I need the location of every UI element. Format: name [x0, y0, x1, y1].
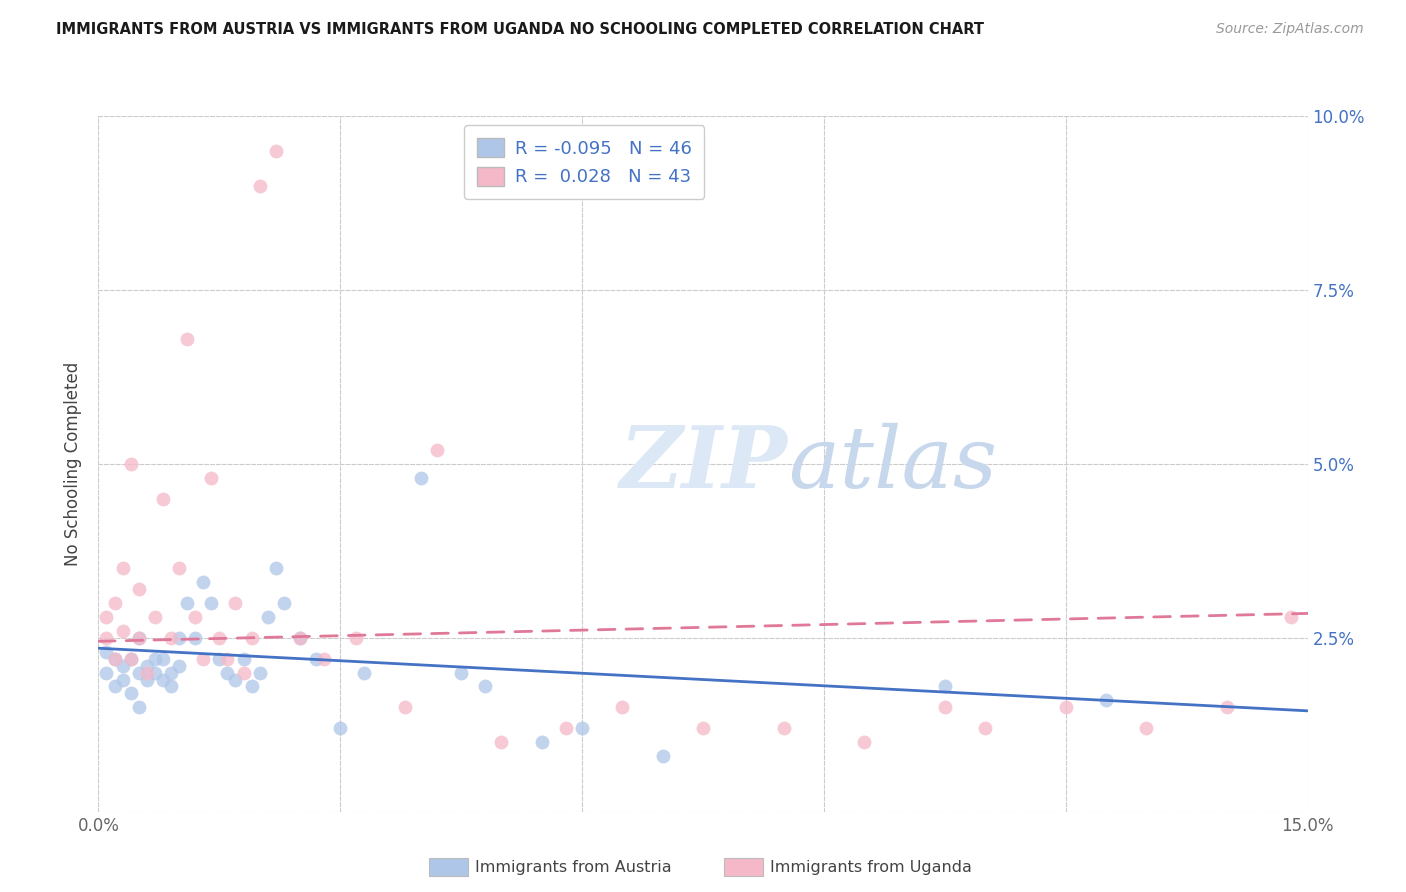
Point — [184, 610, 207, 624]
Text: atlas: atlas — [787, 423, 997, 505]
Point — [353, 665, 375, 680]
Point — [111, 624, 134, 638]
Point — [224, 596, 246, 610]
Point — [288, 631, 311, 645]
Point — [232, 651, 254, 665]
Point — [305, 651, 328, 665]
Point — [692, 721, 714, 735]
Point — [273, 596, 295, 610]
Point — [176, 596, 198, 610]
Point — [208, 651, 231, 665]
Point — [200, 471, 222, 485]
Point — [120, 686, 142, 700]
Point — [491, 735, 513, 749]
Point — [128, 665, 150, 680]
Point — [934, 680, 956, 694]
Point — [167, 631, 190, 645]
Point — [111, 673, 134, 687]
Point — [217, 665, 239, 680]
Point — [1135, 721, 1157, 735]
Point — [1054, 700, 1077, 714]
Text: Immigrants from Uganda: Immigrants from Uganda — [770, 860, 973, 874]
Point — [167, 658, 190, 673]
Point — [96, 665, 118, 680]
Point — [530, 735, 553, 749]
Point — [135, 658, 157, 673]
Point — [224, 673, 246, 687]
Point — [264, 561, 287, 575]
Point — [103, 596, 125, 610]
Point — [111, 561, 134, 575]
Point — [96, 645, 118, 659]
Point — [128, 631, 150, 645]
Point — [772, 721, 794, 735]
Point — [1216, 700, 1239, 714]
Point — [128, 631, 150, 645]
Point — [934, 700, 956, 714]
Point — [103, 680, 125, 694]
Point — [160, 665, 183, 680]
Point — [329, 721, 352, 735]
Point — [103, 651, 125, 665]
Point — [256, 610, 278, 624]
Point — [143, 665, 166, 680]
Point — [135, 673, 157, 687]
Point — [184, 631, 207, 645]
Point — [160, 680, 183, 694]
Point — [394, 700, 416, 714]
Point — [200, 596, 222, 610]
Legend: R = -0.095   N = 46, R =  0.028   N = 43: R = -0.095 N = 46, R = 0.028 N = 43 — [464, 125, 704, 199]
Y-axis label: No Schooling Completed: No Schooling Completed — [65, 362, 83, 566]
Point — [128, 582, 150, 596]
Point — [128, 700, 150, 714]
Point — [152, 651, 174, 665]
Point — [426, 442, 449, 457]
Point — [409, 471, 432, 485]
Point — [111, 658, 134, 673]
Point — [249, 178, 271, 193]
Point — [1281, 610, 1303, 624]
Point — [96, 610, 118, 624]
Point — [555, 721, 578, 735]
Point — [314, 651, 336, 665]
Point — [176, 332, 198, 346]
Point — [232, 665, 254, 680]
Point — [249, 665, 271, 680]
Point — [974, 721, 997, 735]
Point — [160, 631, 183, 645]
Text: IMMIGRANTS FROM AUSTRIA VS IMMIGRANTS FROM UGANDA NO SCHOOLING COMPLETED CORRELA: IMMIGRANTS FROM AUSTRIA VS IMMIGRANTS FR… — [56, 22, 984, 37]
Point — [120, 651, 142, 665]
Text: Immigrants from Austria: Immigrants from Austria — [475, 860, 672, 874]
Point — [651, 749, 673, 764]
Point — [120, 457, 142, 471]
Point — [612, 700, 634, 714]
Point — [143, 651, 166, 665]
Point — [135, 665, 157, 680]
Point — [240, 680, 263, 694]
Point — [152, 491, 174, 506]
Point — [208, 631, 231, 645]
Point — [193, 575, 215, 590]
Point — [152, 673, 174, 687]
Point — [264, 144, 287, 158]
Point — [474, 680, 496, 694]
Point — [103, 651, 125, 665]
Text: Source: ZipAtlas.com: Source: ZipAtlas.com — [1216, 22, 1364, 37]
Point — [96, 631, 118, 645]
Point — [288, 631, 311, 645]
Point — [217, 651, 239, 665]
Point — [450, 665, 472, 680]
Point — [240, 631, 263, 645]
Point — [193, 651, 215, 665]
Point — [853, 735, 876, 749]
Point — [167, 561, 190, 575]
Point — [571, 721, 593, 735]
Point — [143, 610, 166, 624]
Point — [344, 631, 367, 645]
Text: ZIP: ZIP — [620, 422, 787, 506]
Point — [120, 651, 142, 665]
Point — [1095, 693, 1118, 707]
